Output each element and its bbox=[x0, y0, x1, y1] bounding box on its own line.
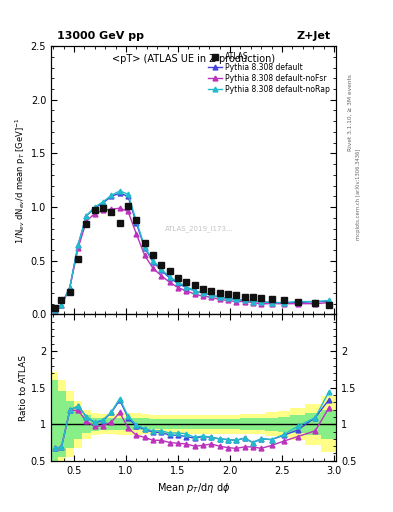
Legend: ATLAS, Pythia 8.308 default, Pythia 8.308 default-noFsr, Pythia 8.308 default-no: ATLAS, Pythia 8.308 default, Pythia 8.30… bbox=[206, 50, 332, 96]
Text: <pT> (ATLAS UE in Z production): <pT> (ATLAS UE in Z production) bbox=[112, 54, 275, 64]
Y-axis label: 1/N$_{ev}$ dN$_{ev}$/d mean p$_T$ [GeV]$^{-1}$: 1/N$_{ev}$ dN$_{ev}$/d mean p$_T$ [GeV]$… bbox=[13, 117, 28, 244]
Text: mcplots.cern.ch [arXiv:1306.3436]: mcplots.cern.ch [arXiv:1306.3436] bbox=[356, 149, 361, 240]
Text: Z+Jet: Z+Jet bbox=[296, 31, 330, 41]
Text: 13000 GeV pp: 13000 GeV pp bbox=[57, 31, 144, 41]
Text: Rivet 3.1.10, ≥ 3M events: Rivet 3.1.10, ≥ 3M events bbox=[348, 74, 353, 151]
X-axis label: Mean $p_T$/d$\eta$ d$\phi$: Mean $p_T$/d$\eta$ d$\phi$ bbox=[157, 481, 230, 495]
Text: ATLAS_2019_I173...: ATLAS_2019_I173... bbox=[165, 225, 233, 232]
Y-axis label: Ratio to ATLAS: Ratio to ATLAS bbox=[19, 355, 28, 421]
